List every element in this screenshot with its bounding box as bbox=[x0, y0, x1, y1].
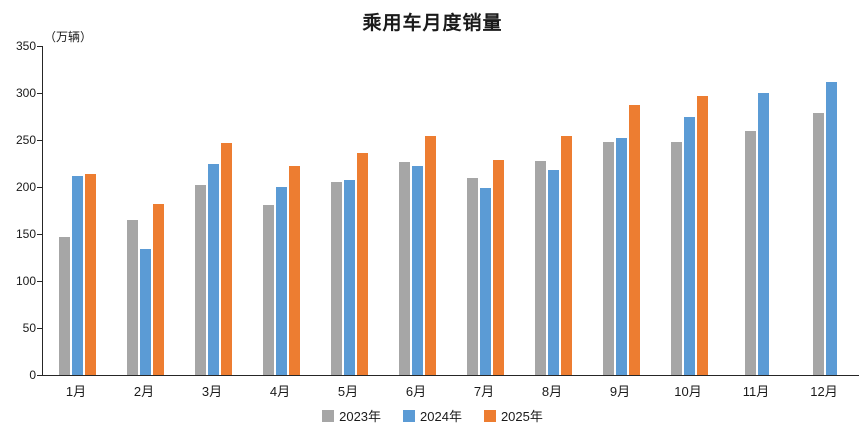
y-axis-tick-label: 50 bbox=[22, 321, 36, 335]
y-axis-tick-label: 0 bbox=[29, 368, 36, 382]
y-axis-tick-label: 250 bbox=[15, 133, 36, 147]
x-axis-label: 10月 bbox=[674, 384, 702, 399]
y-axis-tick-mark bbox=[37, 93, 42, 94]
plot-area bbox=[42, 46, 859, 376]
y-axis-tick-label: 200 bbox=[15, 180, 36, 194]
chart-title: 乘用车月度销量 bbox=[362, 13, 503, 34]
legend-label: 2024年 bbox=[420, 409, 462, 424]
x-axis-label: 8月 bbox=[541, 384, 563, 399]
bar-2023年-2月 bbox=[126, 219, 138, 375]
y-axis-unit-label: （万辆） bbox=[44, 30, 93, 44]
y-axis-tick-mark bbox=[37, 375, 42, 376]
bar-2024年-9月 bbox=[615, 138, 627, 375]
bar-group bbox=[58, 173, 96, 375]
bar-2023年-8月 bbox=[534, 160, 546, 375]
bar-2024年-8月 bbox=[547, 170, 559, 375]
y-axis-tick-mark bbox=[37, 46, 42, 47]
legend-swatch bbox=[483, 409, 496, 422]
bar-2023年-7月 bbox=[466, 177, 478, 375]
y-axis-tick-mark bbox=[37, 328, 42, 329]
bar-group bbox=[602, 105, 640, 375]
bar-2023年-9月 bbox=[602, 141, 614, 375]
x-axis-label: 3月 bbox=[201, 384, 223, 399]
bar-2023年-10月 bbox=[670, 141, 682, 375]
bar-2025年-8月 bbox=[560, 136, 572, 375]
bar-2024年-4月 bbox=[275, 187, 287, 375]
bar-2024年-5月 bbox=[343, 180, 355, 375]
bar-2025年-2月 bbox=[152, 203, 164, 375]
bar-2024年-6月 bbox=[411, 166, 423, 375]
bar-group bbox=[670, 95, 708, 375]
y-axis-tick-label: 100 bbox=[15, 274, 36, 288]
bar-2023年-12月 bbox=[813, 112, 824, 375]
y-axis-tick-label: 150 bbox=[15, 227, 36, 241]
y-axis-tick-label: 350 bbox=[15, 39, 36, 53]
bar-2023年-5月 bbox=[330, 182, 342, 375]
y-axis-tick-label: 300 bbox=[15, 86, 36, 100]
x-axis-label: 2月 bbox=[133, 384, 155, 399]
bar-group bbox=[534, 136, 572, 375]
bar-group bbox=[330, 153, 368, 375]
bar-2025年-5月 bbox=[356, 153, 368, 375]
bar-group bbox=[813, 81, 837, 375]
x-axis-label: 9月 bbox=[609, 384, 631, 399]
bar-2024年-12月 bbox=[826, 81, 837, 375]
bar-2023年-3月 bbox=[194, 185, 206, 375]
bar-2023年-6月 bbox=[398, 161, 410, 375]
bar-group bbox=[126, 203, 164, 375]
legend: 2023年 2024年 2025年 bbox=[0, 406, 865, 425]
legend-item-2024年: 2024年 bbox=[403, 406, 462, 425]
legend-item-2023年: 2023年 bbox=[322, 406, 381, 425]
bar-2024年-7月 bbox=[479, 187, 491, 375]
bar-2024年-10月 bbox=[683, 116, 695, 375]
bar-2025年-1月 bbox=[84, 173, 96, 375]
bar-2023年-11月 bbox=[745, 130, 756, 375]
bar-2025年-7月 bbox=[492, 159, 504, 375]
y-axis-tick-mark bbox=[37, 234, 42, 235]
x-axis-label: 11月 bbox=[742, 384, 770, 399]
legend-item-2025年: 2025年 bbox=[483, 406, 543, 425]
bar-2025年-9月 bbox=[628, 105, 640, 375]
bar-2024年-2月 bbox=[139, 249, 151, 375]
bar-group bbox=[194, 142, 232, 375]
legend-swatch bbox=[322, 409, 335, 422]
bar-2025年-3月 bbox=[220, 142, 232, 375]
bar-group bbox=[262, 166, 300, 375]
bar-2025年-4月 bbox=[288, 166, 300, 375]
bar-group bbox=[466, 159, 504, 375]
x-axis-label: 1月 bbox=[65, 384, 87, 399]
y-axis-tick-mark bbox=[37, 281, 42, 282]
bar-group bbox=[745, 93, 769, 375]
bar-group bbox=[398, 136, 436, 375]
y-axis-tick-mark bbox=[37, 187, 42, 188]
x-axis-label: 6月 bbox=[405, 384, 427, 399]
bar-2024年-11月 bbox=[758, 93, 769, 375]
x-axis-label: 5月 bbox=[337, 384, 359, 399]
bar-2023年-1月 bbox=[58, 236, 70, 375]
x-axis-label: 4月 bbox=[269, 384, 291, 399]
bar-2025年-6月 bbox=[424, 136, 436, 375]
bar-2024年-1月 bbox=[71, 175, 83, 375]
legend-label: 2023年 bbox=[339, 409, 382, 424]
y-axis-tick-mark bbox=[37, 140, 42, 141]
x-axis-label: 7月 bbox=[473, 384, 495, 399]
legend-swatch bbox=[403, 409, 416, 422]
bar-2025年-10月 bbox=[696, 95, 708, 375]
x-axis-label: 12月 bbox=[810, 384, 838, 399]
bar-2024年-3月 bbox=[207, 164, 219, 375]
legend-label: 2025年 bbox=[500, 409, 543, 424]
bar-2023年-4月 bbox=[262, 204, 274, 375]
